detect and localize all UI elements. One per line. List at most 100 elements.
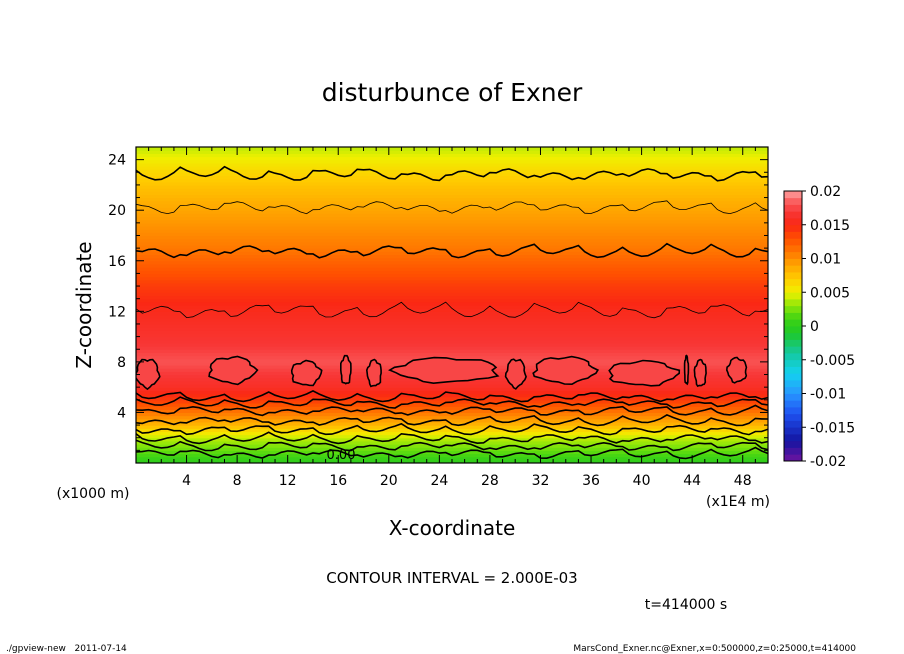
contour-band [136,153,768,158]
contour-band [136,355,768,360]
contour-band [136,213,768,218]
x-tick-label: 20 [380,473,398,489]
contour-band [136,393,768,398]
colorbar-tick-label: 0.01 [810,252,841,268]
contour-band [136,207,768,211]
y-tick-label: 24 [108,153,126,169]
contour-band [136,431,768,436]
max-cell [208,355,259,386]
colorbar-swatch [784,440,802,448]
max-cell [136,358,161,391]
colorbar-swatch [784,454,802,462]
x-tick-label: 44 [683,473,701,489]
colorbar-swatch [784,299,802,307]
max-cell [532,355,600,386]
colorbar-swatch [784,231,802,239]
colorbar-swatch [784,191,802,199]
contour-band [136,339,768,344]
contour-band [136,323,768,328]
colorbar-swatch [784,312,802,320]
colorbar-swatch [784,251,802,259]
colorbar-swatch [784,373,802,381]
contour-band [136,248,768,252]
contour-line [136,404,768,417]
contour-band [136,305,768,309]
colorbar-swatch [784,380,802,388]
colorbar-swatch [784,400,802,408]
contour-band [136,289,768,293]
max-cell [693,358,707,388]
contour-band [136,150,768,154]
contour-band [136,295,768,300]
colorbar: 0.02 0.015 0.01 0.005 0 -0.005 -0.01 -0.015 -0.0… [783,184,855,470]
contour-band [136,298,768,303]
contour-line [136,422,768,436]
colorbar-swatch [784,265,802,273]
colorbar-swatch [784,258,802,266]
colorbar-tick-label: 0.005 [810,285,850,301]
contour-band [136,380,768,385]
colorbar-swatch [784,272,802,280]
colorbar-swatch [784,413,802,421]
colorbar-swatch [784,285,802,293]
contour-band [136,418,768,423]
colorbar-swatch [784,332,802,340]
contour-band [136,349,768,353]
colorbar-swatch [784,407,802,415]
contour-band [136,333,768,338]
colorbar-swatch [784,224,802,232]
contour-band [136,260,768,265]
contour-band [136,342,768,347]
contour-band [136,162,768,167]
contour-band [136,286,768,290]
colorbar-swatch [784,353,802,361]
colorbar-swatch [784,204,802,212]
colorbar-swatch [784,386,802,394]
x-tick-label: 28 [481,473,499,489]
contour-band [136,263,768,268]
max-cell [608,359,681,387]
max-cell [725,356,748,384]
contour-band [136,415,768,420]
y-tick-label: 16 [108,254,126,270]
colorbar-tick-label: -0.015 [810,420,855,436]
x-tick-label: 36 [582,473,600,489]
contour-band [136,267,768,271]
colorbar-tick-label: -0.005 [810,353,855,369]
colorbar-tick-label: 0.015 [810,218,850,234]
contour-band [136,175,768,180]
contour-band [136,352,768,357]
colorbar-swatch [784,359,802,367]
contour-band [136,197,768,202]
contour-band [136,188,768,192]
contour-interval-text: CONTOUR INTERVAL = 2.000E-03 [326,569,577,587]
y-axis-unit: (x1000 m) [57,486,130,502]
contour-band [136,346,768,350]
contour-band [136,203,768,208]
contour-band [136,308,768,312]
contour-band [136,292,768,297]
time-text: t=414000 s [645,597,727,613]
x-axis-ticks: 4 8 12 16 20 24 28 32 36 40 44 48 [148,147,756,489]
colorbar-swatch [784,292,802,300]
y-tick-label: 8 [117,355,126,371]
contour-band [136,200,768,205]
contour-band [136,194,768,199]
contour-line [136,242,768,259]
contour-band [136,301,768,306]
contour-band [136,159,768,164]
chart-title: disturbunce of Exner [322,78,583,107]
contour-band [136,327,768,331]
contour-line [136,439,768,452]
contour-band [136,241,768,246]
contour-band [136,156,768,161]
contour-band [136,226,768,230]
colorbar-tick-label: 0.02 [810,184,841,200]
contour-line [136,396,768,409]
contour-band [136,456,768,461]
contour-band [136,440,768,445]
y-tick-label: 12 [108,304,126,320]
contour-band [136,330,768,335]
x-tick-label: 16 [329,473,347,489]
footer-left: ./gpview-new 2011-07-14 [6,644,127,654]
